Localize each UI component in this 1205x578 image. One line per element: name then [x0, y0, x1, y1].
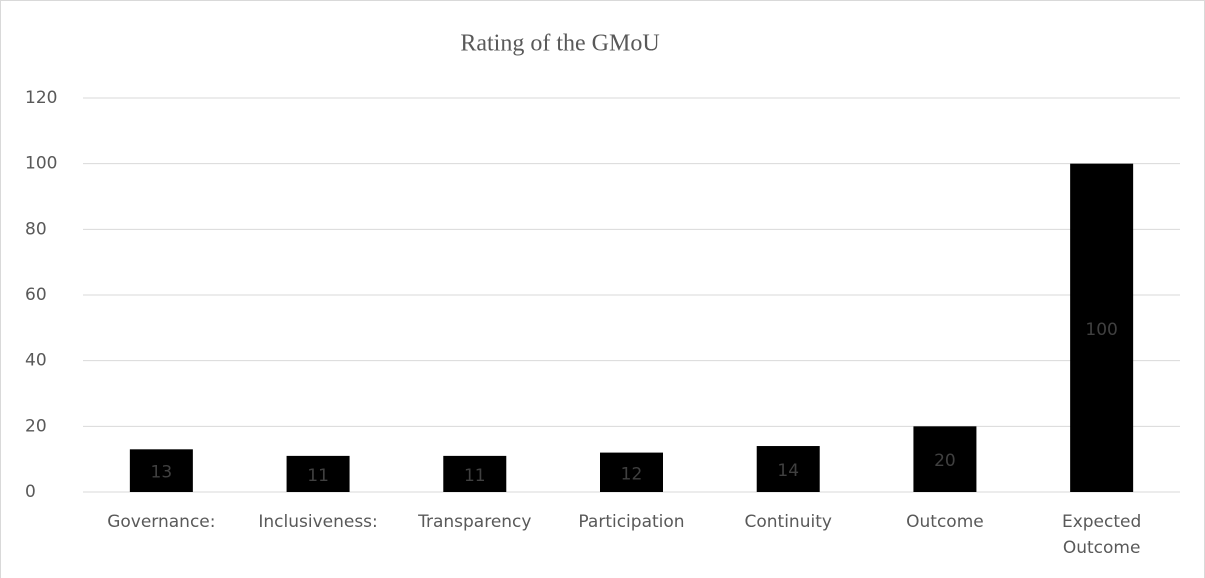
bar	[286, 455, 350, 492]
x-tick-label: Governance:	[107, 512, 215, 532]
bar	[443, 455, 507, 492]
x-tick-label: Expected Outcome	[1062, 512, 1141, 558]
y-tick-label: 40	[25, 351, 47, 371]
x-tick-label: Participation	[578, 512, 684, 532]
x-tick-label: Inclusiveness:	[258, 512, 377, 532]
y-tick-label: 20	[25, 416, 47, 436]
value-label: 20	[934, 451, 956, 471]
bar	[600, 452, 663, 492]
value-label: 14	[777, 461, 799, 481]
x-tick-label: Transparency	[417, 512, 531, 532]
bar	[756, 446, 820, 492]
y-tick-label: 100	[25, 154, 57, 174]
y-tick-label: 0	[25, 482, 36, 502]
value-label: 12	[621, 464, 643, 484]
y-tick-label: 60	[25, 285, 47, 305]
value-label: 11	[464, 466, 486, 486]
value-label: 100	[1085, 320, 1117, 340]
bar	[1070, 163, 1134, 492]
chart-title: Rating of the GMoU	[460, 31, 659, 57]
bar	[129, 449, 193, 492]
x-tick-label: Continuity	[744, 512, 831, 532]
value-label: 11	[307, 466, 329, 486]
x-tick-label: Outcome	[906, 512, 984, 532]
y-tick-label: 120	[25, 88, 57, 108]
y-tick-label: 80	[25, 219, 47, 239]
bar	[913, 426, 977, 492]
value-label: 13	[151, 463, 173, 483]
